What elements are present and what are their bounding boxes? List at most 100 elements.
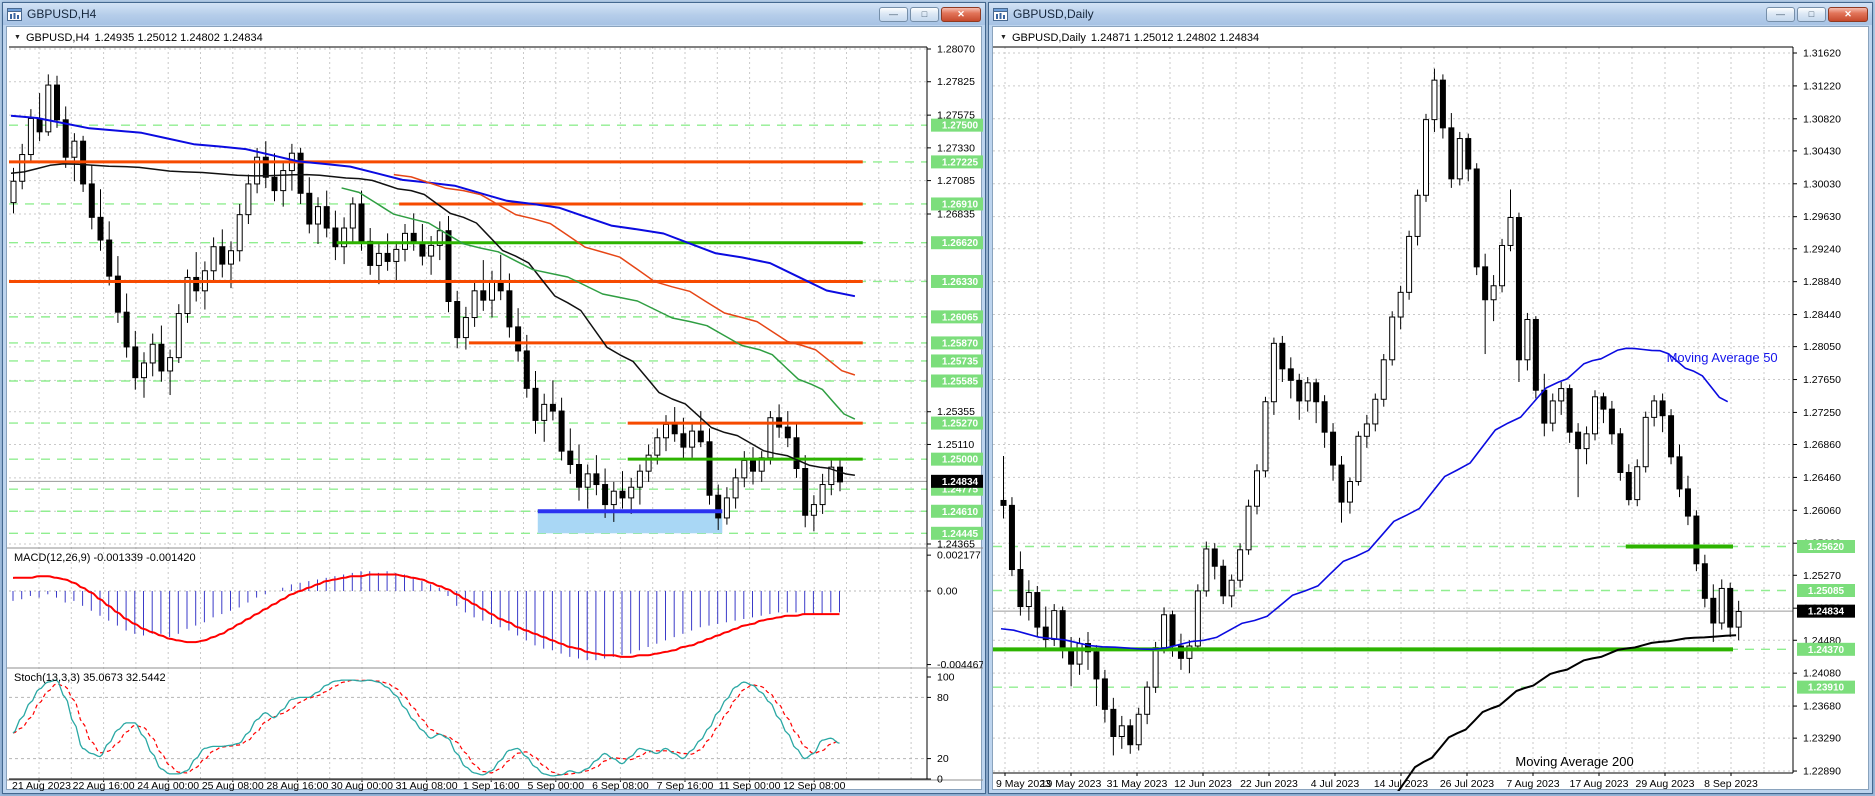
svg-text:7 Sep 16:00: 7 Sep 16:00	[657, 780, 714, 791]
svg-text:1.26835: 1.26835	[937, 208, 975, 220]
plot-border	[993, 46, 1794, 774]
pane-separators	[7, 547, 983, 781]
annotation-moving-average-200: Moving Average 200	[1515, 754, 1633, 769]
svg-text:1.27500: 1.27500	[942, 121, 979, 132]
chart-symbol-label: GBPUSD,Daily	[1011, 32, 1086, 44]
svg-text:1.26060: 1.26060	[1803, 505, 1841, 517]
close-button[interactable]: ✕	[1828, 6, 1868, 22]
collapse-arrow-icon[interactable]: ▼	[14, 34, 21, 41]
svg-text:-0.004467: -0.004467	[937, 659, 983, 671]
svg-text:1.25000: 1.25000	[942, 455, 979, 466]
chart-client-h4: ▼ GBPUSD,H4 1.24935 1.25012 1.24802 1.24…	[6, 26, 983, 791]
svg-text:8 Sep 2023: 8 Sep 2023	[1704, 778, 1758, 790]
plot-border	[9, 46, 928, 780]
svg-text:1.25355: 1.25355	[937, 406, 975, 418]
minimize-button[interactable]: —	[1766, 6, 1795, 22]
svg-text:1.24775: 1.24775	[942, 485, 979, 496]
chart-quotes-label: 1.24871 1.25012 1.24802 1.24834	[1090, 32, 1260, 44]
svg-text:1.26620: 1.26620	[942, 238, 979, 249]
support-zone	[537, 511, 723, 534]
svg-text:1.25870: 1.25870	[942, 338, 979, 349]
minimize-button[interactable]: —	[879, 6, 908, 22]
svg-text:1.23290: 1.23290	[1803, 733, 1841, 745]
svg-text:80: 80	[937, 692, 949, 704]
daily-chart-canvas[interactable]: Moving Average 50 Moving Average 200 1.316…	[993, 27, 1870, 791]
svg-text:12 Sep 08:00: 12 Sep 08:00	[783, 780, 846, 791]
svg-text:1.27250: 1.27250	[1803, 407, 1841, 419]
svg-text:1.26860: 1.26860	[1803, 439, 1841, 451]
svg-text:1.24365: 1.24365	[937, 538, 975, 550]
svg-text:1.27575: 1.27575	[937, 110, 975, 122]
svg-text:14 Jul 2023: 14 Jul 2023	[1374, 778, 1428, 790]
window-title: GBPUSD,H4	[27, 7, 97, 21]
date-axis: 21 Aug 2023 22 Aug 16:00 24 Aug 00:00 25 Au…	[12, 779, 846, 791]
svg-text:1.23680: 1.23680	[1803, 701, 1841, 713]
titlebar-daily[interactable]: GBPUSD,Daily — □ ✕	[989, 3, 1872, 25]
svg-text:1.27225: 1.27225	[942, 157, 979, 168]
svg-text:1.25735: 1.25735	[942, 356, 979, 367]
svg-text:5 Sep 00:00: 5 Sep 00:00	[527, 780, 584, 791]
collapse-arrow-icon[interactable]: ▼	[1000, 34, 1007, 41]
svg-text:1.24445: 1.24445	[942, 529, 979, 540]
svg-text:28 Aug 16:00: 28 Aug 16:00	[266, 780, 328, 791]
stochastic-pane: Stoch(13,3,3) 35.0673 32.5442 100 80 20 0	[9, 672, 955, 786]
svg-text:Moving Average 200: Moving Average 200	[1515, 754, 1633, 769]
svg-text:1.23910: 1.23910	[1808, 683, 1845, 694]
svg-text:4 Jul 2023: 4 Jul 2023	[1311, 778, 1360, 790]
svg-text:21 Aug 2023: 21 Aug 2023	[12, 780, 71, 791]
grid	[993, 47, 1793, 773]
close-button[interactable]: ✕	[941, 6, 981, 22]
maximize-button[interactable]: □	[910, 6, 939, 22]
svg-text:1.28440: 1.28440	[1803, 309, 1841, 321]
candlesticks	[10, 74, 843, 532]
chart-window-h4: GBPUSD,H4 — □ ✕ ▼ GBPUSD,H4 1.24935 1.25…	[2, 2, 986, 794]
svg-text:31 May 2023: 31 May 2023	[1107, 778, 1168, 790]
svg-text:30 Aug 00:00: 30 Aug 00:00	[331, 780, 393, 791]
chart-icon	[7, 7, 22, 21]
macd-pane: MACD(12,26,9) -0.001339 -0.001420 0.00217…	[9, 550, 983, 671]
svg-text:22 Jun 2023: 22 Jun 2023	[1240, 778, 1298, 790]
svg-text:11 Sep 00:00: 11 Sep 00:00	[719, 780, 781, 791]
maximize-button[interactable]: □	[1797, 6, 1826, 22]
svg-text:19 May 2023: 19 May 2023	[1041, 778, 1102, 790]
svg-text:1.30430: 1.30430	[1803, 145, 1841, 157]
svg-text:24 Aug 00:00: 24 Aug 00:00	[137, 780, 199, 791]
svg-text:12 Jun 2023: 12 Jun 2023	[1174, 778, 1232, 790]
svg-text:1.25620: 1.25620	[1808, 542, 1845, 553]
svg-text:1.24080: 1.24080	[1803, 668, 1841, 680]
svg-text:6 Sep 08:00: 6 Sep 08:00	[592, 780, 649, 791]
svg-text:1.27085: 1.27085	[937, 175, 975, 187]
svg-text:Stoch(13,3,3) 35.0673 32.5442: Stoch(13,3,3) 35.0673 32.5442	[14, 672, 166, 684]
price-axis: 1.31620 1.31220 1.30820 1.30430 1.30030 1.296…	[1793, 48, 1855, 778]
svg-text:Moving Average 50: Moving Average 50	[1667, 350, 1778, 365]
svg-text:0.00: 0.00	[937, 586, 958, 598]
svg-text:1.30030: 1.30030	[1803, 178, 1841, 190]
svg-text:1.25270: 1.25270	[1803, 570, 1841, 582]
svg-text:1.24370: 1.24370	[1808, 645, 1845, 656]
titlebar-h4[interactable]: GBPUSD,H4 — □ ✕	[3, 3, 985, 25]
svg-text:0: 0	[937, 774, 943, 786]
svg-text:MACD(12,26,9) -0.001339 -0.001: MACD(12,26,9) -0.001339 -0.001420	[14, 552, 196, 564]
svg-text:0.002177: 0.002177	[937, 550, 981, 562]
ma-orange	[393, 173, 856, 376]
svg-text:1.28070: 1.28070	[937, 44, 975, 56]
window-controls: — □ ✕	[1766, 6, 1868, 22]
h4-chart-canvas[interactable]: 1.28070 1.27825 1.27575 1.27330 1.27085 1.268…	[7, 27, 983, 791]
svg-text:1.25585: 1.25585	[942, 376, 979, 387]
svg-text:1.22890: 1.22890	[1803, 766, 1841, 778]
window-title: GBPUSD,Daily	[1013, 7, 1094, 21]
svg-text:20: 20	[937, 753, 949, 765]
svg-text:1.26460: 1.26460	[1803, 472, 1841, 484]
svg-text:100: 100	[937, 672, 955, 684]
candlesticks	[1000, 68, 1742, 756]
svg-text:1.26910: 1.26910	[942, 199, 979, 210]
svg-text:1.24834: 1.24834	[942, 477, 979, 488]
svg-text:1.29630: 1.29630	[1803, 211, 1841, 223]
svg-text:1 Sep 16:00: 1 Sep 16:00	[463, 780, 520, 791]
ma-black	[10, 163, 856, 476]
svg-text:7 Aug 2023: 7 Aug 2023	[1506, 778, 1559, 790]
svg-text:1.27330: 1.27330	[937, 142, 975, 154]
svg-text:1.27825: 1.27825	[937, 76, 975, 88]
chart-client-daily: ▼ GBPUSD,Daily 1.24871 1.25012 1.24802 1…	[992, 26, 1870, 791]
